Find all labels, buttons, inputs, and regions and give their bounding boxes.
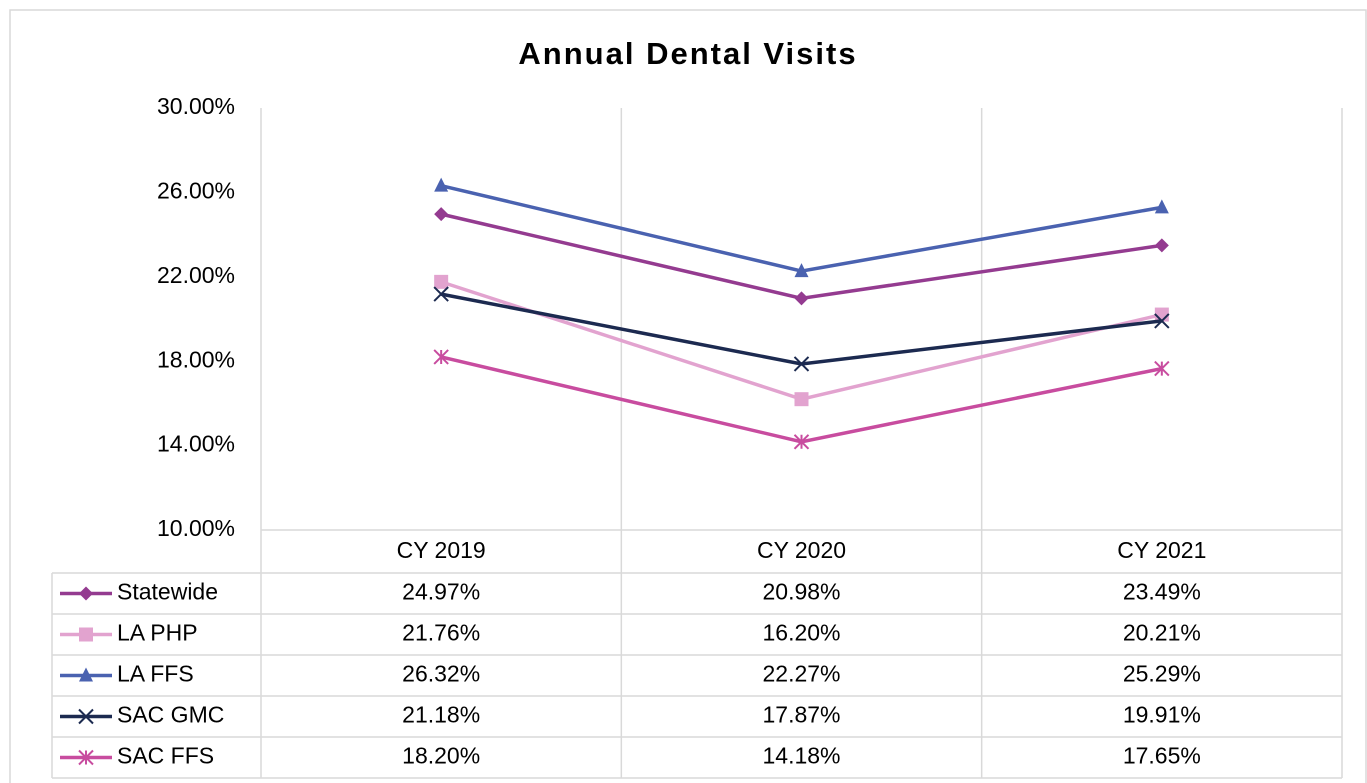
- marker: [433, 349, 449, 365]
- marker: [793, 356, 810, 372]
- marker: [79, 586, 93, 601]
- marker: [434, 177, 449, 192]
- marker: [794, 291, 809, 306]
- table-value: 25.29%: [1123, 661, 1201, 687]
- marker: [1154, 307, 1169, 322]
- x-tick-label: CY 2020: [757, 537, 846, 563]
- y-tick-label: 18.00%: [157, 346, 235, 372]
- y-tick-label: 30.00%: [157, 93, 235, 119]
- table-value: 20.21%: [1123, 620, 1201, 646]
- table-value: 19.91%: [1123, 702, 1201, 728]
- table-value: 14.18%: [762, 743, 840, 769]
- legend-label: SAC FFS: [117, 743, 214, 769]
- marker: [79, 627, 93, 642]
- y-tick-label: 22.00%: [157, 262, 235, 288]
- legend-label: Statewide: [117, 579, 218, 605]
- marker: [1154, 238, 1169, 253]
- y-tick-label: 10.00%: [157, 515, 235, 541]
- marker: [434, 274, 449, 289]
- table-value: 20.98%: [762, 579, 840, 605]
- table-value: 23.49%: [1123, 579, 1201, 605]
- series-line: [440, 183, 1163, 273]
- table-value: 16.20%: [762, 620, 840, 646]
- legend-label: SAC GMC: [117, 702, 224, 728]
- chart-border: [9, 9, 1367, 783]
- table-value: 21.18%: [402, 702, 480, 728]
- marker: [1154, 199, 1169, 214]
- marker: [794, 392, 809, 407]
- y-tick-label: 26.00%: [157, 177, 235, 203]
- marker: [78, 749, 94, 766]
- legend-label: LA FFS: [117, 661, 194, 687]
- table-value: 24.97%: [402, 579, 480, 605]
- table-value: 21.76%: [402, 620, 480, 646]
- table-value: 26.32%: [402, 661, 480, 687]
- marker: [1154, 313, 1170, 329]
- marker: [434, 207, 449, 222]
- marker: [433, 286, 449, 302]
- table-value: 17.65%: [1123, 743, 1201, 769]
- table-value: 22.27%: [762, 661, 840, 687]
- marker: [79, 667, 93, 682]
- y-tick-label: 14.00%: [157, 431, 235, 457]
- marker: [793, 434, 810, 450]
- x-tick-label: CY 2019: [397, 537, 486, 563]
- table-value: 17.87%: [762, 702, 840, 728]
- legend-label: LA PHP: [117, 620, 198, 646]
- marker: [78, 708, 94, 725]
- chart-title: Annual Dental Visits: [518, 36, 857, 71]
- x-tick-label: CY 2021: [1117, 537, 1206, 563]
- table-value: 18.20%: [402, 743, 480, 769]
- marker: [794, 263, 809, 278]
- marker: [1154, 360, 1170, 377]
